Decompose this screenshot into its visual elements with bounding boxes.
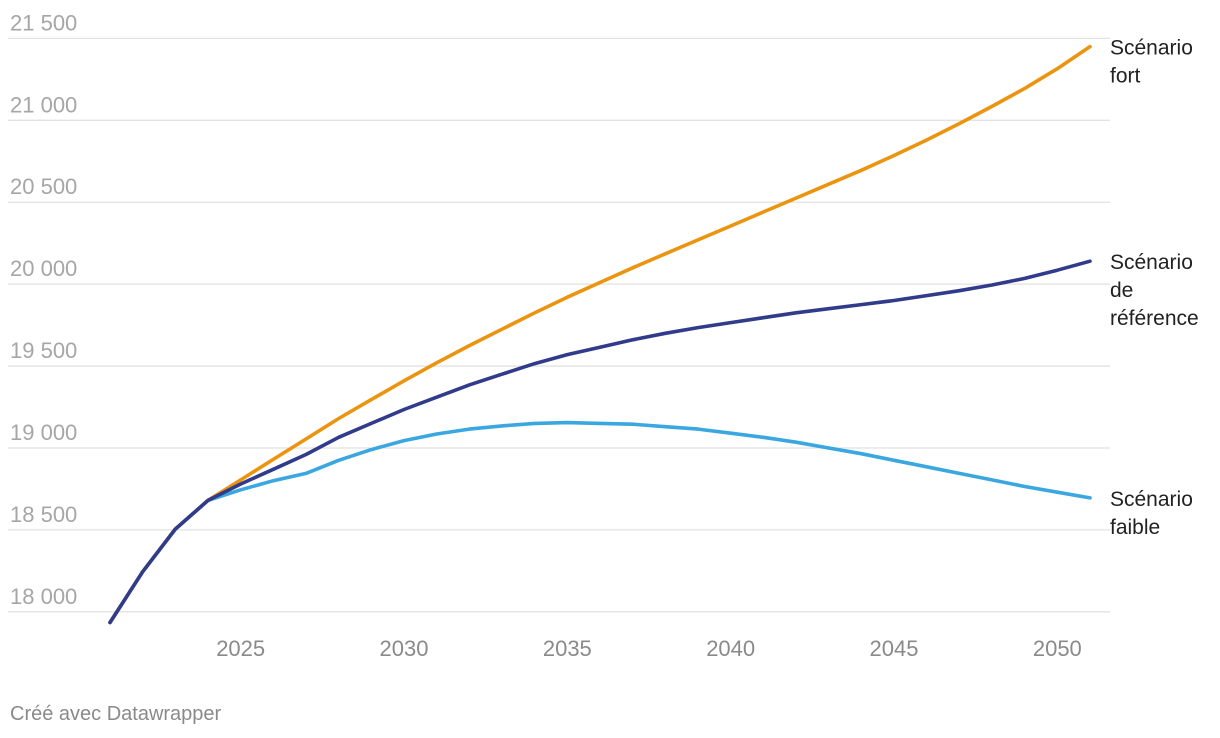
y-tick-label: 19 000 <box>10 420 77 445</box>
x-tick-label: 2040 <box>706 636 755 661</box>
y-tick-label: 18 500 <box>10 502 77 527</box>
series-label-2: Scénario faible <box>1110 488 1193 539</box>
y-tick-label: 20 500 <box>10 174 77 199</box>
y-tick-label: 20 000 <box>10 256 77 281</box>
series-label-0: Scénario fort <box>1110 37 1193 88</box>
x-axis-ticks: 2025 2030 2035 2040 2045 2050 <box>216 636 1082 661</box>
credit-text: Créé avec Datawrapper <box>10 703 222 725</box>
x-tick-label: 2045 <box>870 636 919 661</box>
series-lines <box>108 44 1092 625</box>
y-tick-label: 18 000 <box>10 584 77 609</box>
series-label-1: Scénario de référence <box>1110 251 1199 330</box>
y-tick-label: 21 500 <box>10 10 77 35</box>
series-line-1 <box>108 259 1092 625</box>
y-axis-ticks: 18 000 18 500 19 000 19 500 20 000 20 500 21 0… <box>10 10 77 608</box>
series-line-2 <box>108 420 1092 625</box>
series-labels: Scénario fort Scénario de référence Scénario f… <box>1110 37 1199 539</box>
series-line-0 <box>108 44 1092 625</box>
y-tick-label: 19 500 <box>10 338 77 363</box>
x-tick-label: 2025 <box>216 636 265 661</box>
y-tick-label: 21 000 <box>10 92 77 117</box>
x-tick-label: 2035 <box>543 636 592 661</box>
x-tick-label: 2030 <box>380 636 429 661</box>
gridlines <box>8 37 1110 613</box>
x-tick-label: 2050 <box>1033 636 1082 661</box>
